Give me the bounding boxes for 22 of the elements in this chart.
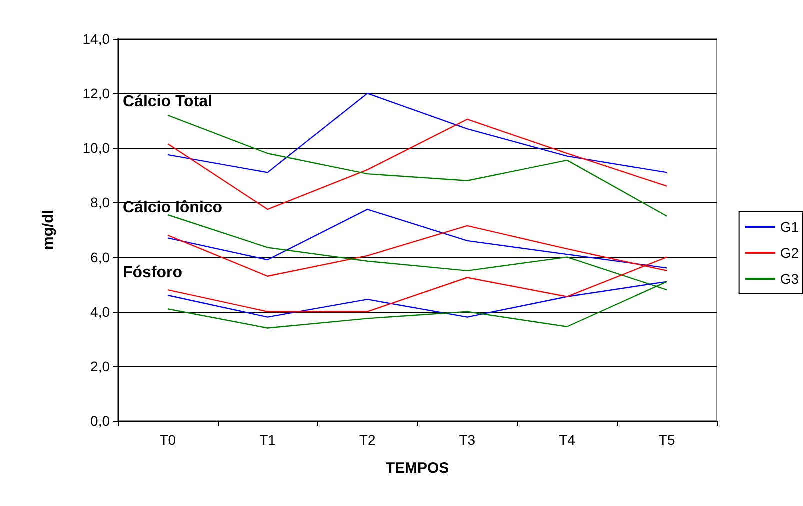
y-tick-label: 6,0 [90,249,110,266]
legend-label: G2 [780,245,800,261]
annotation: Fósforo [123,264,183,282]
y-tick-label: 12,0 [82,86,110,102]
y-tick-label: 14,0 [82,31,110,47]
y-tick-label: 2,0 [90,358,110,374]
x-axis-title: TEMPOS [386,460,450,477]
x-tick-label: T3 [459,432,476,448]
y-tick-label: 8,0 [90,194,110,211]
x-tick-label: T5 [658,432,676,448]
y-tick-label: 0,0 [90,413,110,429]
x-tick-label: T0 [160,432,176,448]
line-series [167,281,668,318]
y-axis-title: mg/dl [40,210,57,250]
x-tick-label: T1 [260,432,276,448]
x-tick-label: T4 [559,432,576,448]
y-tick-label: 4,0 [90,304,110,320]
legend-label: G1 [780,219,800,235]
annotation: Cálcio Total [123,94,212,110]
y-tick-label: 10,0 [82,140,110,156]
x-tick-label: T2 [359,432,376,448]
legend-label: G3 [780,271,800,287]
